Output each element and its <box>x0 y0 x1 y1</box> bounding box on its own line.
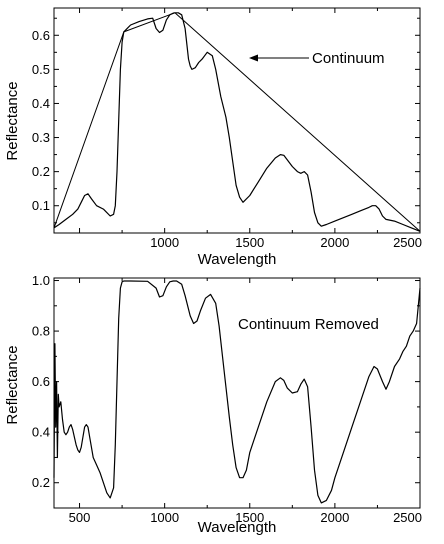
x-tick-label: 2000 <box>320 235 349 250</box>
x-axis-label: Wavelength <box>198 519 277 536</box>
y-tick-label: 0.2 <box>32 164 50 179</box>
tick-marks <box>54 8 421 233</box>
x-tick-label: 1000 <box>150 235 179 250</box>
annotation-label: Continuum <box>312 50 385 67</box>
x-tick-label: 2500 <box>393 510 422 525</box>
x-tick-label: 2000 <box>320 510 349 525</box>
y-axis-label: Reflectance <box>4 345 21 424</box>
x-axis-label: Wavelength <box>198 251 277 268</box>
y-tick-label: 0.5 <box>32 62 50 77</box>
panel-continuum-removed: 500 1000 1500 2000 2500 0.2 0.4 0.6 0.8 1.0 Conti… <box>4 273 422 536</box>
continuum-line <box>53 12 421 232</box>
y-tick-label: 0.4 <box>32 96 50 111</box>
annotation-label: Continuum Removed <box>238 316 379 333</box>
x-tick-label: 1500 <box>235 235 264 250</box>
tick-labels: 500 1000 1500 2000 2500 0.2 0.4 0.6 0.8 1.0 <box>32 273 422 525</box>
series-lines <box>53 12 421 232</box>
y-tick-label: 0.4 <box>32 425 50 440</box>
continuum-annotation: Continuum <box>249 50 385 67</box>
x-tick-label: 1500 <box>235 510 264 525</box>
y-tick-label: 0.2 <box>32 475 50 490</box>
y-tick-label: 0.6 <box>32 374 50 389</box>
panel-reflectance: 1000 1500 2000 2500 0.1 0.2 0.3 0.4 0.5 0.6 Conti… <box>4 7 422 268</box>
y-tick-label: 0.3 <box>32 130 50 145</box>
x-tick-label: 500 <box>69 510 91 525</box>
y-tick-label: 0.8 <box>32 324 50 339</box>
continuum-removed-line <box>53 280 421 504</box>
y-tick-label: 0.6 <box>32 28 50 43</box>
y-tick-label: 1.0 <box>32 273 50 288</box>
series-lines <box>53 280 421 504</box>
x-tick-label: 1000 <box>150 510 179 525</box>
y-axis-label: Reflectance <box>4 81 21 160</box>
x-tick-label: 2500 <box>393 235 422 250</box>
annotation-arrowhead-icon <box>249 54 258 62</box>
y-tick-label: 0.1 <box>32 198 50 213</box>
tick-labels: 1000 1500 2000 2500 0.1 0.2 0.3 0.4 0.5 0.6 <box>32 28 422 250</box>
spectrum-line <box>53 12 421 232</box>
